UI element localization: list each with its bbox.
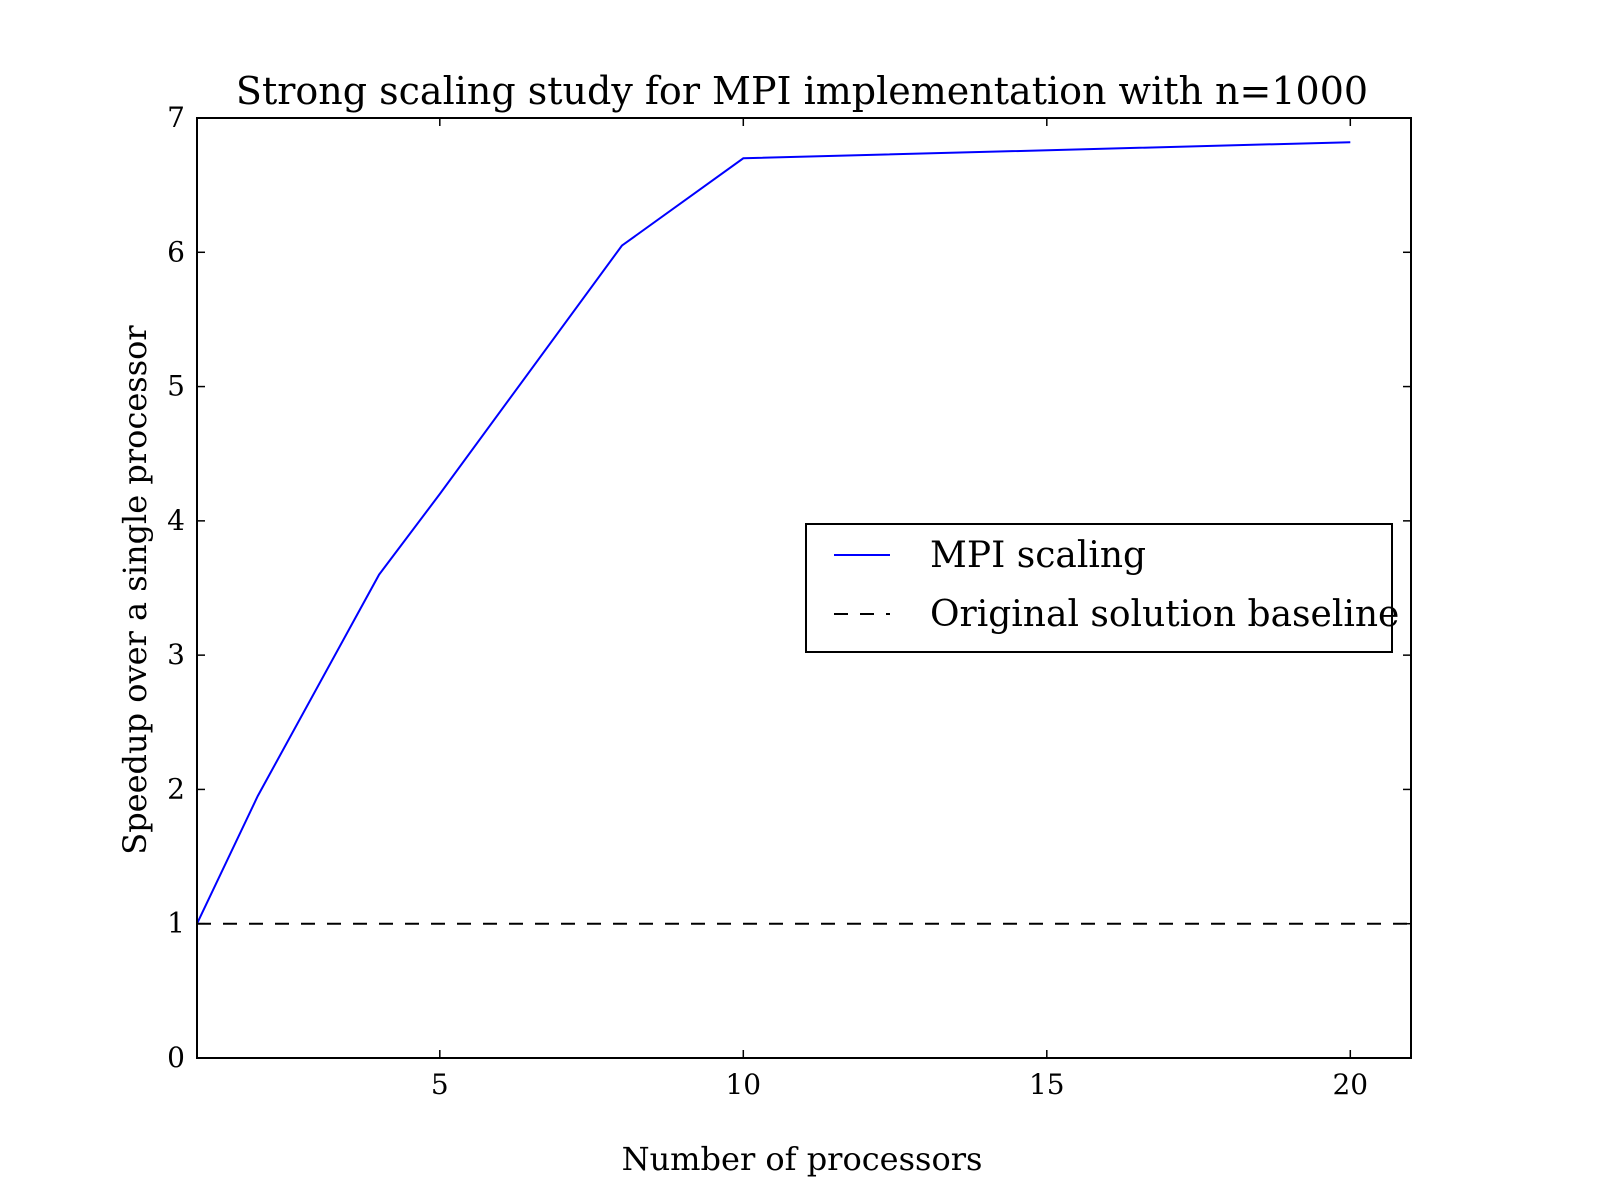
plot-frame: [196, 117, 1412, 1059]
legend-label-original-solution-baseline: Original solution baseline: [930, 594, 1399, 635]
y-tick-label-6: 6: [167, 235, 185, 268]
series-line-mpi-scaling: [196, 141, 1351, 925]
x-tick-label-20: 20: [1332, 1068, 1368, 1101]
chart-title: Strong scaling study for MPI implementat…: [236, 69, 1368, 113]
y-tick-label-4: 4: [167, 504, 185, 537]
y-tick-label-7: 7: [167, 101, 185, 134]
y-axis-label: Speedup over a single processor: [116, 325, 154, 855]
x-tick-label-15: 15: [1029, 1068, 1065, 1101]
x-tick-label-10: 10: [725, 1068, 761, 1101]
legend: MPI scaling Original solution baseline: [805, 523, 1399, 653]
plot-area: 5 10 15 20 0 1 2 3 4 5 6 7: [167, 101, 1412, 1101]
y-tick-label-0: 0: [167, 1041, 185, 1074]
x-tick-label-5: 5: [431, 1068, 449, 1101]
y-tick-label-3: 3: [167, 638, 185, 671]
y-tick-label-1: 1: [167, 907, 185, 940]
y-tick-label-5: 5: [167, 370, 185, 403]
legend-label-mpi-scaling: MPI scaling: [930, 535, 1146, 576]
y-tick-label-2: 2: [167, 772, 185, 805]
legend-frame: [805, 523, 1393, 653]
x-axis-label: Number of processors: [622, 1140, 983, 1178]
